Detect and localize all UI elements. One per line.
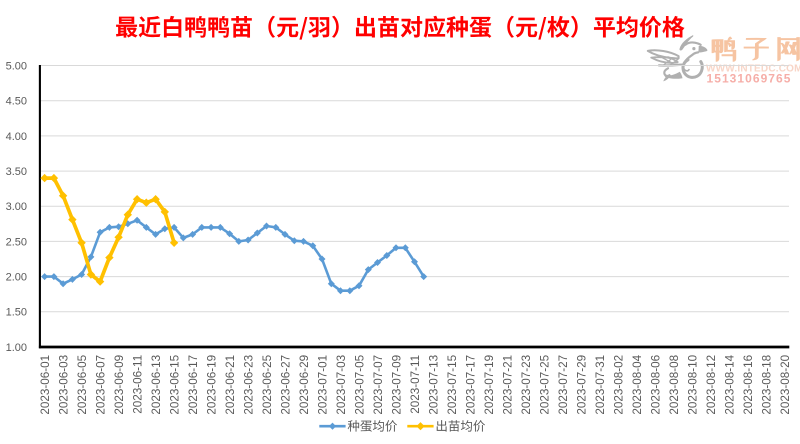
svg-text:2023-06-13: 2023-06-13: [150, 355, 163, 415]
svg-text:1.50: 1.50: [6, 307, 27, 319]
svg-text:2023-07-27: 2023-07-27: [557, 355, 570, 415]
svg-text:2023-06-21: 2023-06-21: [224, 355, 237, 415]
svg-text:2023-07-31: 2023-07-31: [594, 355, 607, 415]
svg-text:15131069765: 15131069765: [707, 72, 792, 86]
svg-text:2023-08-16: 2023-08-16: [742, 355, 755, 415]
svg-text:2023-07-21: 2023-07-21: [501, 355, 514, 415]
svg-text:2023-06-19: 2023-06-19: [206, 355, 219, 415]
svg-text:2023-06-27: 2023-06-27: [279, 355, 292, 415]
svg-text:2023-08-14: 2023-08-14: [723, 354, 736, 414]
svg-text:2023-06-15: 2023-06-15: [169, 354, 182, 414]
svg-text:2023-07-07: 2023-07-07: [372, 355, 385, 415]
svg-text:2023-07-13: 2023-07-13: [427, 355, 440, 415]
svg-text:2.50: 2.50: [6, 236, 27, 248]
svg-text:2023-07-25: 2023-07-25: [538, 354, 551, 414]
svg-text:2023-07-11: 2023-07-11: [409, 355, 422, 414]
svg-text:2.00: 2.00: [6, 272, 27, 284]
svg-text:4.50: 4.50: [6, 96, 27, 108]
svg-text:2023-06-07: 2023-06-07: [95, 355, 108, 415]
svg-text:2023-06-23: 2023-06-23: [243, 355, 256, 415]
svg-text:2023-07-19: 2023-07-19: [483, 355, 496, 415]
svg-text:2023-08-06: 2023-08-06: [649, 355, 662, 415]
svg-text:2023-08-08: 2023-08-08: [668, 355, 681, 415]
svg-text:2023-06-29: 2023-06-29: [298, 355, 311, 415]
svg-text:2023-06-17: 2023-06-17: [187, 355, 200, 415]
svg-text:2023-07-05: 2023-07-05: [353, 354, 366, 414]
svg-text:2023-06-03: 2023-06-03: [58, 355, 71, 415]
svg-text:2023-07-15: 2023-07-15: [446, 354, 459, 414]
svg-text:2023-06-01: 2023-06-01: [39, 355, 52, 415]
svg-text:2023-06-25: 2023-06-25: [261, 354, 274, 414]
svg-text:2023-06-05: 2023-06-05: [76, 354, 89, 414]
svg-text:3.50: 3.50: [6, 166, 27, 178]
svg-text:2023-08-20: 2023-08-20: [779, 354, 792, 414]
svg-text:2023-07-01: 2023-07-01: [316, 355, 329, 415]
svg-text:2023-07-03: 2023-07-03: [335, 355, 348, 415]
svg-text:1.00: 1.00: [6, 342, 27, 354]
svg-text:2023-07-23: 2023-07-23: [520, 355, 533, 415]
svg-text:2023-07-29: 2023-07-29: [575, 355, 588, 415]
svg-text:2023-08-02: 2023-08-02: [612, 355, 625, 415]
svg-text:2023-06-11: 2023-06-11: [132, 355, 145, 414]
svg-text:2023-08-18: 2023-08-18: [760, 355, 773, 415]
svg-text:3.00: 3.00: [6, 201, 27, 213]
svg-text:2023-06-09: 2023-06-09: [113, 355, 126, 415]
svg-text:2023-08-10: 2023-08-10: [686, 354, 699, 414]
svg-text:2023-07-09: 2023-07-09: [390, 355, 403, 415]
svg-text:5.00: 5.00: [6, 60, 27, 72]
svg-text:2023-08-04: 2023-08-04: [631, 354, 644, 414]
svg-text:2023-08-12: 2023-08-12: [705, 355, 718, 415]
svg-text:4.00: 4.00: [6, 131, 27, 143]
svg-text:WWW.INTEDC.COM: WWW.INTEDC.COM: [706, 64, 800, 75]
svg-text:2023-07-17: 2023-07-17: [464, 355, 477, 415]
